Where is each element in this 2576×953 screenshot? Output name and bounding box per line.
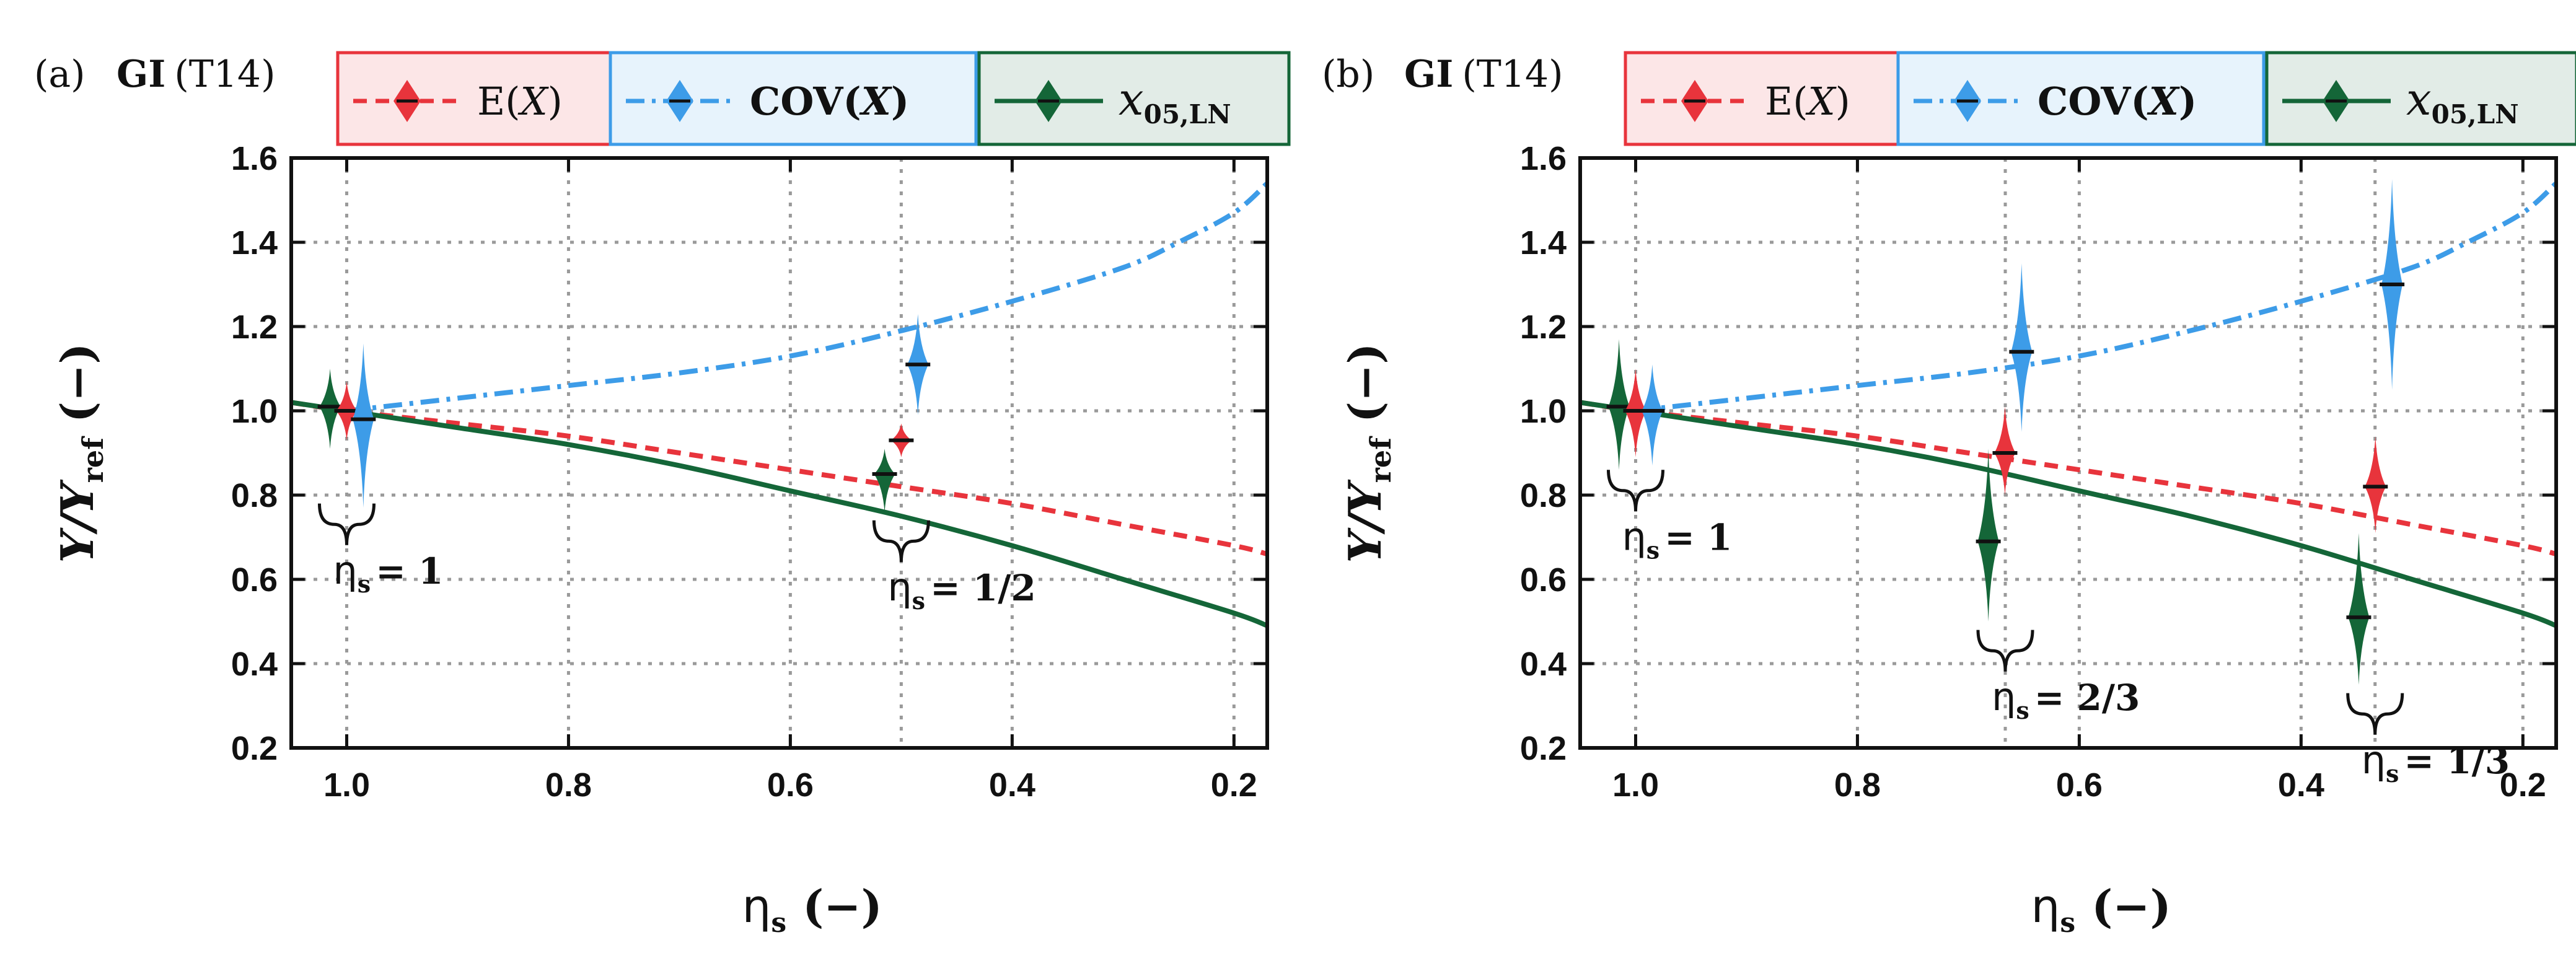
x-tick-label: 0.2 — [2500, 766, 2546, 804]
eta-annotation: ηs = 1/3 — [2346, 693, 2510, 788]
brace — [2346, 693, 2404, 735]
legend-item-COV: COV(X) — [1896, 51, 2266, 146]
plot-frame — [1578, 156, 2558, 750]
y-tick-label: 0.6 — [1520, 561, 1567, 599]
series-line-x05 — [1580, 400, 2556, 628]
legend-box — [1624, 51, 1900, 146]
x-tick-label: 0.8 — [545, 766, 592, 804]
eta-label: ηs = 1 — [1622, 514, 1732, 564]
legend-item-x05: x05,LN — [2265, 51, 2576, 146]
violin-marker — [1608, 339, 1630, 470]
y-tick-label: 0.6 — [231, 561, 278, 599]
y-tick-label: 1.2 — [1520, 309, 1567, 346]
y-axis-label: Υ/Υref(−) — [1339, 343, 1397, 563]
eta-label: ηs = 2/3 — [1992, 674, 2140, 724]
y-axis-label: Υ/Υref(−) — [51, 343, 110, 563]
y-tick-label: 0.2 — [1520, 730, 1567, 767]
eta-annotation: ηs = 1 — [317, 503, 443, 598]
x-axis-label: ηs (−) — [742, 880, 882, 939]
eta-annotation: ηs = 1 — [1606, 470, 1732, 564]
series-line-E — [291, 400, 1267, 557]
brace — [1606, 470, 1664, 512]
series-line-E — [1580, 400, 2556, 557]
legend-item-E: E(X) — [336, 51, 612, 146]
x-tick-label: 0.8 — [1834, 766, 1881, 804]
violin-marker — [2011, 263, 2033, 432]
x-tick-label: 0.4 — [989, 766, 1035, 804]
violin-marker — [2365, 436, 2386, 534]
violin-marker — [874, 449, 895, 512]
eta-label: ηs = 1/2 — [887, 564, 1035, 615]
grid — [291, 158, 1267, 748]
y-tick-label: 1.0 — [231, 393, 278, 430]
y-tick-label: 1.6 — [231, 140, 278, 177]
eta-annotation: ηs = 2/3 — [1976, 630, 2140, 724]
violin-marker — [1994, 406, 2016, 495]
x-tick-label: 1.0 — [1612, 766, 1659, 804]
brace — [872, 520, 930, 563]
y-tick-label: 1.6 — [1520, 140, 1567, 177]
violin-marker — [2348, 533, 2370, 685]
x-tick-label: 0.4 — [2278, 766, 2324, 804]
legend-item-E: E(X) — [1624, 51, 1900, 146]
x-tick-label: 0.6 — [2056, 766, 2103, 804]
eta-annotation: ηs = 1/2 — [872, 520, 1036, 615]
x-tick-label: 0.6 — [767, 766, 814, 804]
y-tick-label: 0.8 — [231, 477, 278, 514]
y-tick-label: 1.4 — [231, 224, 278, 261]
x-tick-label: 1.0 — [323, 766, 370, 804]
x-tick-label: 0.2 — [1211, 766, 1257, 804]
legend-item-x05: x05,LN — [977, 51, 1291, 146]
y-tick-label: 1.4 — [1520, 224, 1567, 261]
legend-box — [977, 51, 1291, 146]
x-axis-label: ηs (−) — [2031, 880, 2171, 939]
series-line-x05 — [291, 400, 1267, 628]
panel-b: (b) GI (T14) E(X) COV(X) x05,LN ηs = 1 ηs = 2/3 ηs… — [1322, 51, 2576, 939]
grid — [1580, 158, 2556, 748]
eta-label: ηs = 1/3 — [2362, 737, 2510, 788]
y-tick-label: 0.8 — [1520, 477, 1567, 514]
y-tick-label: 0.4 — [231, 646, 278, 683]
violin-marker — [1625, 369, 1646, 457]
series-line-COV — [1635, 181, 2556, 413]
legend-label: COV(X) — [2038, 79, 2197, 124]
legend-box — [336, 51, 612, 146]
y-tick-label: 0.2 — [231, 730, 278, 767]
series-line-COV — [346, 181, 1267, 413]
plot-frame — [289, 156, 1269, 750]
panel-title: GI (T14) — [116, 53, 276, 96]
panel-label: (b) — [1322, 53, 1374, 96]
brace — [1976, 630, 2034, 672]
legend-label: E(X) — [477, 79, 563, 124]
legend-box — [2265, 51, 2576, 146]
y-tick-label: 1.0 — [1520, 393, 1567, 430]
panel-a: (a) GI (T14) E(X) COV(X) x05,LN ηs = 1 ηs = 1/2 0.… — [34, 51, 1291, 939]
legend-label: E(X) — [1765, 79, 1850, 124]
panel-label: (a) — [34, 53, 86, 96]
legend-label: x05,LN — [2406, 73, 2519, 130]
eta-label: ηs = 1 — [333, 548, 443, 598]
legend-item-COV: COV(X) — [609, 51, 978, 146]
y-tick-label: 0.4 — [1520, 646, 1567, 683]
violin-marker — [1977, 449, 1999, 621]
y-tick-label: 1.2 — [231, 309, 278, 346]
violin-marker — [319, 369, 341, 449]
violin-marker — [353, 343, 374, 508]
violin-marker — [1642, 364, 1663, 466]
brace — [317, 503, 376, 545]
legend-label: COV(X) — [750, 79, 909, 124]
panel-title: GI (T14) — [1404, 53, 1563, 96]
legend-label: x05,LN — [1119, 73, 1231, 130]
